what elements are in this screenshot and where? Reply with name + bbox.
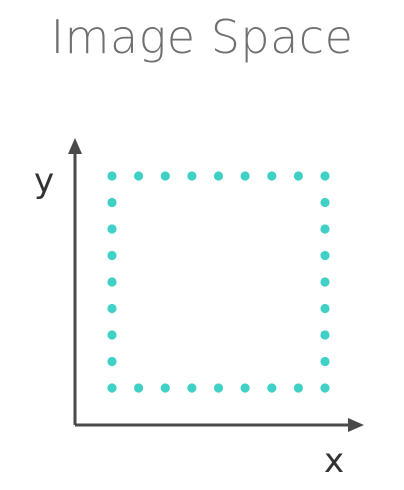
dot	[267, 383, 277, 393]
dot	[187, 171, 197, 181]
diagram-title: Image Space	[50, 10, 354, 64]
dot	[213, 171, 224, 181]
dot	[160, 383, 170, 393]
dot	[107, 197, 117, 208]
dot	[107, 383, 117, 393]
dot	[187, 383, 197, 393]
dot	[160, 171, 170, 181]
y-axis-arrowhead	[68, 138, 82, 154]
dot	[107, 330, 117, 340]
dot	[267, 171, 277, 181]
dot	[320, 171, 330, 181]
dot	[240, 383, 250, 393]
dot	[213, 383, 224, 393]
dot	[320, 303, 330, 314]
dot	[320, 383, 330, 393]
dot	[320, 197, 330, 208]
dot	[320, 356, 330, 367]
dot	[107, 224, 117, 234]
dot	[320, 277, 330, 287]
dot	[293, 383, 303, 393]
dot	[134, 383, 144, 393]
x-axis-label: x	[324, 441, 344, 481]
dot	[134, 171, 144, 181]
dotted-square	[107, 171, 330, 393]
dot	[320, 224, 330, 234]
x-axis-arrowhead	[348, 418, 364, 432]
dot	[320, 330, 330, 340]
dot	[320, 250, 330, 261]
dot	[107, 303, 117, 314]
dot	[107, 171, 117, 181]
dot	[107, 356, 117, 367]
dot	[107, 250, 117, 261]
dot	[293, 171, 303, 181]
dot	[107, 277, 117, 287]
y-axis-label: y	[34, 161, 54, 201]
dot	[240, 171, 250, 181]
